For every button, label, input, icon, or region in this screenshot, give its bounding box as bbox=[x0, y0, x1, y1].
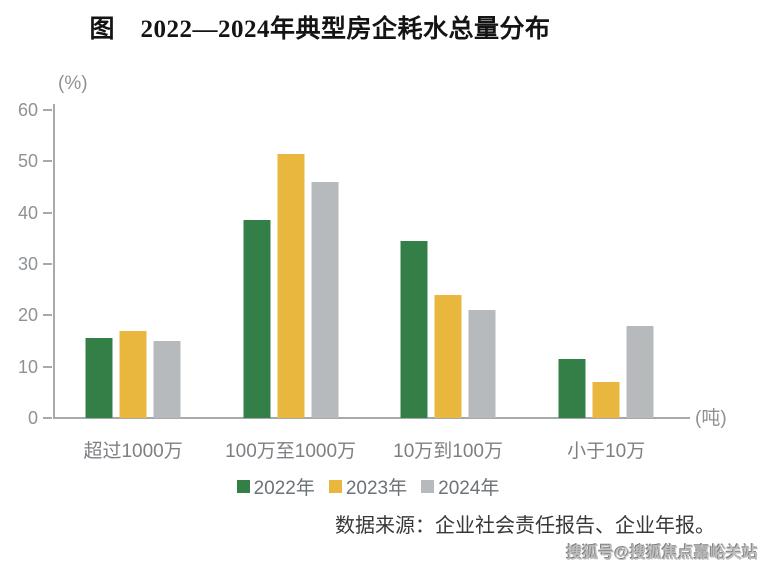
plot-area: 0 10 20 30 40 50 60 bbox=[18, 101, 690, 427]
x-category-label-小于10万: 小于10万 bbox=[567, 441, 646, 462]
y-tick-mark-60 bbox=[43, 109, 52, 111]
bar-group-100万至1000万 bbox=[243, 110, 339, 418]
y-tick-mark-50 bbox=[43, 160, 52, 163]
legend-swatch-icon bbox=[421, 480, 435, 493]
y-tick-mark-40 bbox=[43, 211, 52, 214]
bar-group-小于10万 bbox=[558, 110, 654, 418]
legend-label: 2024年 bbox=[438, 478, 500, 499]
bar-group-超过1000万 bbox=[85, 110, 181, 418]
y-axis-unit-label: (%) bbox=[58, 73, 88, 94]
y-tick-mark-30 bbox=[43, 263, 52, 265]
bar-2022年-100万至1000万 bbox=[243, 220, 271, 418]
bar-2022年-超过1000万 bbox=[85, 338, 113, 418]
y-tick-mark-0 bbox=[43, 417, 52, 419]
y-axis-line bbox=[53, 104, 55, 419]
bar-2023年-超过1000万 bbox=[119, 330, 147, 418]
y-tick-label-20: 20 bbox=[17, 305, 38, 326]
legend-item-2024年: 2024年 bbox=[421, 473, 499, 500]
bar-2023年-小于10万 bbox=[592, 382, 620, 418]
legend-swatch-icon bbox=[236, 480, 250, 493]
legend: 2022年 2023年 2024年 bbox=[0, 473, 736, 500]
x-category-label-100万至1000万: 100万至1000万 bbox=[225, 441, 357, 462]
x-category-label-超过1000万: 超过1000万 bbox=[83, 441, 183, 462]
source-note: 数据来源：企业社会责任报告、企业年报。 bbox=[335, 515, 715, 537]
bar-2022年-小于10万 bbox=[558, 358, 586, 418]
watermark: 搜狐号@搜狐焦点嘉峪关站 bbox=[566, 545, 758, 562]
y-tick-label-0: 0 bbox=[27, 408, 38, 428]
bar-2024年-小于10万 bbox=[626, 325, 654, 418]
x-axis-labels: 超过1000万 100万至1000万 10万到100万 小于10万 bbox=[55, 436, 690, 462]
legend-item-2023年: 2023年 bbox=[328, 473, 408, 500]
bar-group-10万到100万 bbox=[400, 110, 496, 418]
x-category-label-10万到100万: 10万到100万 bbox=[393, 441, 503, 462]
legend-label: 2023年 bbox=[345, 478, 408, 499]
bar-2024年-超过1000万 bbox=[153, 341, 181, 418]
y-tick-mark-10 bbox=[43, 365, 52, 368]
chart-title: 图 2022—2024年典型房企耗水总量分布 bbox=[89, 16, 551, 43]
y-tick-label-50: 50 bbox=[17, 151, 38, 172]
bar-2022年-10万到100万 bbox=[400, 240, 428, 418]
bar-2023年-10万到100万 bbox=[434, 294, 462, 418]
y-tick-label-60: 60 bbox=[17, 100, 38, 120]
y-tick-label-40: 40 bbox=[17, 202, 38, 223]
bar-2024年-100万至1000万 bbox=[311, 181, 339, 418]
legend-swatch-icon bbox=[328, 480, 342, 493]
bar-2023年-100万至1000万 bbox=[277, 153, 305, 418]
y-tick-mark-20 bbox=[43, 314, 52, 317]
legend-label: 2022年 bbox=[253, 478, 315, 499]
bar-2024年-10万到100万 bbox=[468, 310, 496, 418]
legend-item-2022年: 2022年 bbox=[236, 473, 315, 500]
x-axis-line bbox=[53, 417, 690, 419]
y-tick-label-30: 30 bbox=[17, 254, 38, 274]
y-tick-label-10: 10 bbox=[17, 356, 38, 377]
x-axis-unit-label: (吨) bbox=[695, 408, 727, 429]
